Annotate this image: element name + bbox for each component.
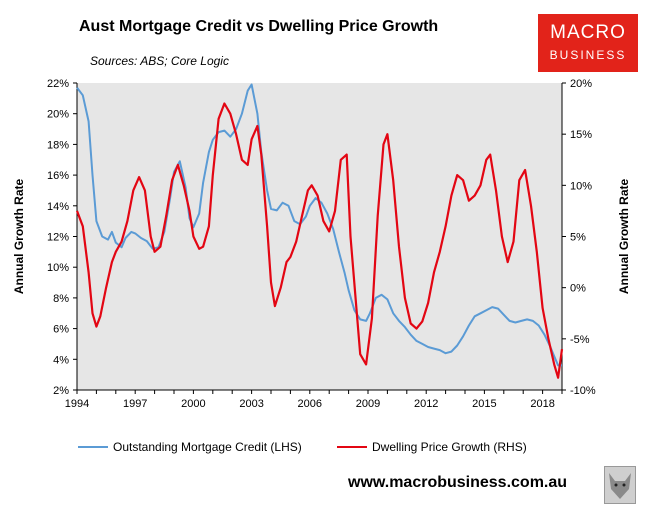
x-tick-label: 2018 (530, 398, 554, 410)
x-tick-label: 2003 (239, 398, 263, 410)
website-url: www.macrobusiness.com.au (348, 474, 568, 491)
logo-line1: MACRO (550, 22, 626, 43)
y-left-tick-label: 10% (47, 262, 69, 274)
x-tick-label: 2009 (356, 398, 380, 410)
y-right-tick-label: 15% (570, 129, 592, 141)
y-left-tick-label: 6% (53, 324, 69, 336)
y-right-tick-label: 0% (570, 283, 586, 295)
y-left-tick-label: 8% (53, 293, 69, 305)
y-right-tick-label: 5% (570, 232, 586, 244)
wolf-logo-icon (604, 466, 636, 504)
y-right-axis-title: Annual Growth Rate (617, 179, 631, 295)
x-tick-label: 1994 (65, 398, 89, 410)
y-right-tick-label: 20% (570, 78, 592, 90)
y-left-tick-label: 20% (47, 109, 69, 121)
series-line-1 (76, 83, 562, 367)
legend-label-2: Dwelling Price Growth (RHS) (372, 440, 527, 454)
chart-title: Aust Mortgage Credit vs Dwelling Price G… (79, 18, 439, 35)
y-left-tick-label: 12% (47, 232, 69, 244)
x-tick-label: 2006 (298, 398, 322, 410)
y-left-tick-label: 2% (53, 385, 69, 397)
y-right-tick-label: -10% (570, 385, 596, 397)
y-left-tick-label: 18% (47, 139, 69, 151)
y-left-tick-label: 4% (53, 354, 69, 366)
y-left-tick-label: 16% (47, 170, 69, 182)
x-tick-label: 1997 (123, 398, 147, 410)
x-tick-label: 2015 (472, 398, 496, 410)
y-left-tick-label: 22% (47, 78, 69, 90)
y-right-tick-label: -5% (570, 334, 590, 346)
series-line-2 (75, 102, 564, 379)
y-left-axis-title: Annual Growth Rate (12, 179, 26, 295)
x-tick-label: 2000 (181, 398, 205, 410)
x-tick-label: 2012 (414, 398, 438, 410)
y-left-tick-label: 14% (47, 201, 69, 213)
y-right-tick-label: 10% (570, 180, 592, 192)
chart-subtitle: Sources: ABS; Core Logic (90, 54, 229, 68)
legend-label-1: Outstanding Mortgage Credit (LHS) (113, 440, 302, 454)
macrobusiness-logo: MACRO BUSINESS (538, 14, 638, 72)
logo-line2: BUSINESS (549, 48, 627, 62)
plot-area (77, 83, 562, 390)
